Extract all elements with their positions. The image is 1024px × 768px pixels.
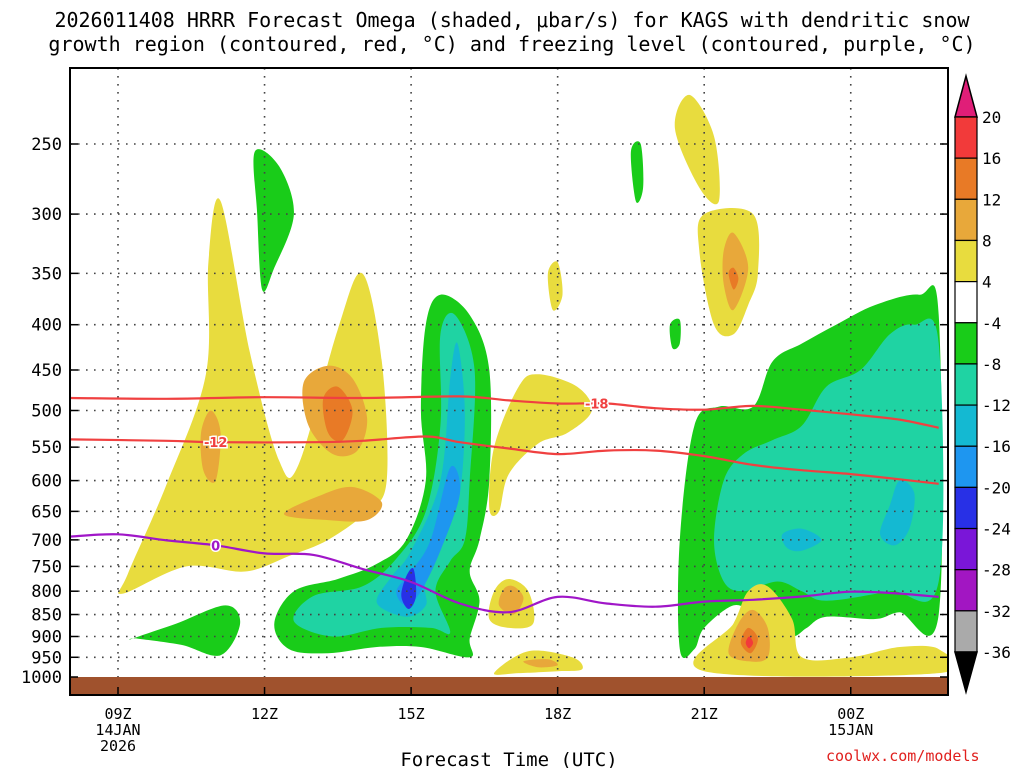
x-tick-label-0-1: 14JAN bbox=[95, 721, 140, 739]
chart-title-line-1: 2026011408 HRRR Forecast Omega (shaded, … bbox=[54, 8, 970, 32]
freezing-level-0-line bbox=[70, 533, 939, 614]
upper-green-blob-12z bbox=[253, 149, 294, 292]
colorbar-bin-1 bbox=[954, 157, 978, 200]
colorbar-label-0: 20 bbox=[982, 108, 1001, 127]
colorbar-label-4: 4 bbox=[982, 273, 992, 292]
y-tick-label-500: 500 bbox=[31, 402, 62, 422]
colorbar-bin-5 bbox=[954, 322, 978, 365]
x-tick-label-12-0: 21Z bbox=[691, 705, 718, 723]
ground-layer bbox=[70, 677, 948, 695]
colorbar-bin-11 bbox=[954, 569, 978, 612]
east-cyan-region bbox=[880, 480, 915, 546]
y-tick-label-350: 350 bbox=[31, 264, 62, 284]
grid-lines bbox=[70, 68, 948, 677]
x-tick-label-9-0: 18Z bbox=[544, 705, 571, 723]
plot-frame bbox=[69, 67, 949, 696]
top-yellow-20z bbox=[674, 94, 720, 205]
left-plume-orange-core bbox=[200, 410, 221, 483]
colorbar-label-11: -28 bbox=[982, 561, 1011, 580]
y-tick-label-850: 850 bbox=[31, 606, 62, 626]
y-tick-label-450: 450 bbox=[31, 361, 62, 381]
east-cyan-region-2 bbox=[781, 528, 822, 552]
y-tick-label-650: 650 bbox=[31, 502, 62, 522]
colorbar-bin-12 bbox=[954, 610, 978, 653]
colorbar-label-12: -32 bbox=[982, 602, 1011, 621]
colorbar-label-5: -4 bbox=[982, 314, 1001, 333]
dendritic-minus-12-line bbox=[70, 435, 939, 485]
upper-left-yellow-plume bbox=[118, 198, 388, 594]
bottom-deep-red-22z bbox=[745, 636, 754, 649]
colorbar-label-2: 12 bbox=[982, 190, 1001, 209]
x-tick-label-15-1: 15JAN bbox=[828, 721, 873, 739]
x-tick-label-0-0: 09Z bbox=[104, 705, 131, 723]
central-dark-blue-core bbox=[401, 568, 417, 609]
colorbar-bin-3 bbox=[954, 239, 978, 283]
y-tick-label-700: 700 bbox=[31, 531, 62, 551]
x-tick-label-6-0: 15Z bbox=[398, 705, 425, 723]
colorbar-label-3: 8 bbox=[982, 231, 992, 250]
chart-title-line-2: growth region (contoured, red, °C) and f… bbox=[48, 32, 976, 56]
colorbar-bin-8 bbox=[954, 445, 978, 488]
colorbar-bin-0 bbox=[954, 116, 978, 159]
y-tick-label-250: 250 bbox=[31, 135, 62, 155]
y-tick-label-750: 750 bbox=[31, 557, 62, 577]
colorbar-label-7: -12 bbox=[982, 396, 1011, 415]
y-tick-label-600: 600 bbox=[31, 472, 62, 492]
temperature-contours: -18 -12 0 bbox=[70, 395, 939, 614]
y-tick-label-900: 900 bbox=[31, 627, 62, 647]
small-orange-16z-core bbox=[498, 585, 524, 615]
y-tick-label-1000: 1000 bbox=[21, 668, 62, 688]
y-tick-label-300: 300 bbox=[31, 205, 62, 225]
colorbar-label-10: -24 bbox=[982, 520, 1011, 539]
red-core-21z bbox=[728, 267, 739, 290]
colorbar-low-triangle bbox=[954, 651, 978, 695]
colorbar-label-8: -16 bbox=[982, 437, 1011, 456]
x-axis-label: Forecast Time (UTC) bbox=[400, 749, 617, 768]
colorbar-bin-7 bbox=[954, 404, 978, 447]
colorbar-high-triangle bbox=[954, 73, 978, 118]
small-yellow-17z-top bbox=[547, 261, 563, 311]
dendritic-minus-18-label: -18 bbox=[585, 398, 609, 413]
colorbar: 20 16 12 8 4 -4 -8 -12 -16 -20 -24 -28 -32 -36 bbox=[954, 73, 1011, 695]
bottom-orange-17z bbox=[523, 659, 558, 668]
axes: 2503003504004505005506006507007508008509… bbox=[21, 67, 949, 768]
colorbar-bin-4 bbox=[954, 281, 978, 324]
x-tick-label-3-0: 12Z bbox=[251, 705, 278, 723]
tiny-green-20z bbox=[669, 318, 681, 350]
y-tick-label-400: 400 bbox=[31, 316, 62, 336]
colorbar-label-6: -8 bbox=[982, 355, 1001, 374]
omega-shaded-regions bbox=[118, 94, 948, 677]
freezing-level-0-label: 0 bbox=[211, 539, 220, 554]
colorbar-bin-10 bbox=[954, 527, 978, 571]
tiny-green-19z bbox=[630, 141, 644, 203]
y-tick-label-950: 950 bbox=[31, 648, 62, 668]
y-tick-label-800: 800 bbox=[31, 582, 62, 602]
colorbar-label-9: -20 bbox=[982, 478, 1011, 497]
dendritic-minus-18-line bbox=[70, 395, 939, 429]
x-tick-label-0-2: 2026 bbox=[100, 737, 136, 755]
colorbar-label-13: -36 bbox=[982, 643, 1011, 662]
red-core-12z bbox=[322, 386, 353, 442]
mid-yellow-17z bbox=[488, 374, 593, 517]
y-tick-label-550: 550 bbox=[31, 438, 62, 458]
colorbar-bin-6 bbox=[954, 363, 978, 406]
ground-strip bbox=[70, 677, 948, 695]
colorbar-bin-9 bbox=[954, 486, 978, 530]
x-tick-label-15-0: 00Z bbox=[837, 705, 864, 723]
colorbar-bin-2 bbox=[954, 198, 978, 242]
credit-link[interactable]: coolwx.com/models bbox=[826, 747, 980, 765]
colorbar-label-1: 16 bbox=[982, 149, 1001, 168]
lower-orange-12z bbox=[284, 486, 383, 522]
left-lower-green bbox=[129, 605, 241, 656]
dendritic-minus-12-label: -12 bbox=[204, 436, 228, 451]
